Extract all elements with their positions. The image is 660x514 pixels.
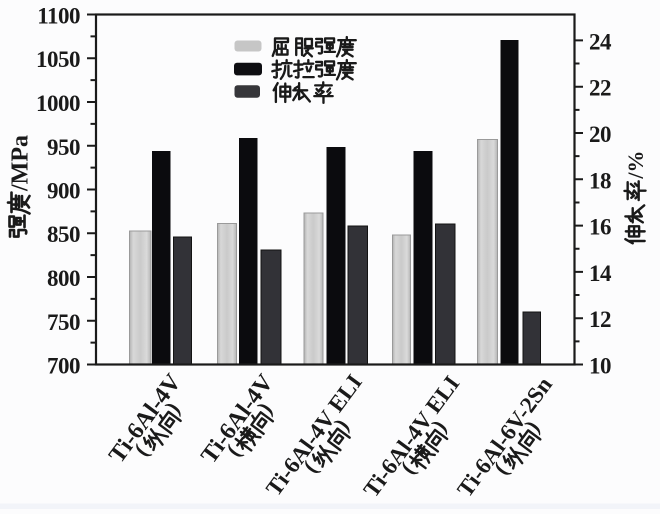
svg-text:750: 750 [47, 310, 80, 335]
svg-text:14: 14 [589, 261, 612, 286]
svg-text:18: 18 [589, 168, 611, 193]
svg-text:800: 800 [47, 266, 80, 291]
svg-text:10: 10 [589, 354, 611, 379]
svg-text:700: 700 [47, 354, 80, 379]
svg-text:900: 900 [47, 179, 80, 204]
svg-text:850: 850 [47, 222, 80, 247]
svg-text:1000: 1000 [36, 91, 80, 116]
svg-text:12: 12 [589, 307, 611, 332]
svg-text:950: 950 [47, 135, 80, 160]
svg-text:24: 24 [589, 29, 612, 54]
svg-text:22: 22 [589, 76, 611, 101]
svg-text:20: 20 [589, 122, 611, 147]
svg-text:1100: 1100 [37, 4, 80, 29]
svg-text:/MPa: /MPa [8, 135, 34, 192]
svg-text:16: 16 [589, 215, 611, 240]
svg-text:/%: /% [623, 150, 648, 179]
svg-text:1050: 1050 [36, 47, 80, 72]
